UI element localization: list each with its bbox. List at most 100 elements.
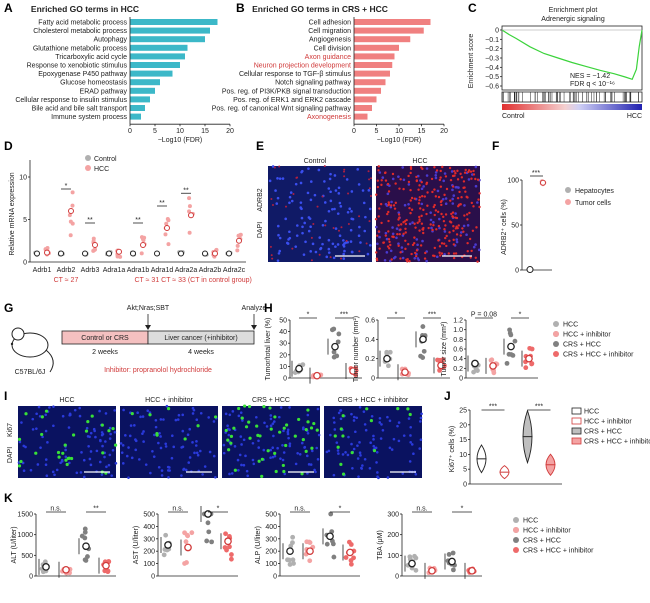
panel-i-nucleus (194, 444, 198, 447)
panel-e-hcc-signal (377, 165, 380, 168)
panel-i-nucleus (142, 440, 145, 443)
panel-i-nucleus (350, 412, 353, 416)
panel-i-nucleus (231, 410, 235, 413)
panel-k-legend-marker (513, 547, 519, 553)
panel-a-term: Cholesterol metabolic process (33, 28, 127, 35)
panel-b-bar (354, 96, 377, 103)
panel-a-bar (130, 79, 160, 86)
panel-e-hcc-signal (452, 256, 456, 260)
panel-i-nucleus (269, 456, 272, 459)
panel-e-hcc-signal (459, 203, 462, 206)
panel-i-nucleus (377, 476, 380, 480)
panel-i-nucleus (52, 424, 55, 428)
panel-d-control-mean (154, 250, 160, 257)
panel-i-nucleus (94, 435, 97, 439)
panel-e-control-nucleus (309, 180, 313, 183)
panel-i-nucleus (353, 415, 356, 419)
panel-h-legend-label: CRS + HCC (563, 342, 601, 349)
panel-e-hcc-signal (397, 224, 400, 227)
panel-label-b: B (236, 1, 245, 15)
panel-d-sig: ** (183, 187, 189, 194)
panel-i-nucleus (167, 475, 170, 479)
panel-d-hcc-point (45, 245, 50, 250)
panel-e-control-nucleus (321, 242, 324, 246)
panel-i-nucleus (129, 424, 133, 427)
panel-i-nucleus (105, 465, 108, 469)
panel-i-nucleus (396, 424, 399, 428)
panel-h-legend-marker (553, 341, 559, 347)
panel-e-hcc-nucleus (455, 185, 458, 189)
panel-i-nucleus (214, 475, 217, 479)
panel-i-nucleus (245, 469, 249, 473)
panel-f-legend-hep (565, 187, 571, 193)
panel-e-hcc-signal (417, 202, 421, 205)
panel-h-plot3-ytick-label: 0.8 (453, 337, 463, 344)
panel-i-nucleus (409, 434, 412, 437)
panel-i-ki67 (406, 407, 410, 411)
panel-k-plot3-mean (346, 548, 354, 557)
panel-e-hcc-nucleus (451, 202, 455, 205)
panel-h-plot3-ytick-label: 0.2 (453, 366, 463, 373)
panel-i-ki67 (273, 415, 277, 419)
panel-i-ki67 (24, 412, 28, 416)
panel-d-hcc-point (235, 243, 240, 248)
panel-e-hcc-signal (415, 175, 418, 179)
panel-e-control-signal (368, 178, 371, 181)
panel-e-control-nucleus (276, 224, 280, 228)
panel-i-nucleus (226, 424, 229, 428)
panel-i-ki67 (244, 425, 249, 429)
panel-b-term: Pos. reg. of canonical Wnt signaling pat… (212, 106, 352, 113)
panel-e-hcc-nucleus (395, 227, 399, 230)
panel-k-plot1-mean (102, 561, 110, 570)
panel-e-hcc-signal (449, 199, 452, 202)
panel-i-nucleus (148, 411, 152, 414)
panel-e-hcc-nucleus (413, 256, 417, 260)
panel-k-plot3-mean (286, 547, 294, 556)
panel-e-control-nucleus (362, 201, 366, 205)
panel-k-plot3-point (330, 541, 336, 547)
panel-e-hcc-nucleus (443, 172, 447, 175)
panel-i-nucleus (255, 415, 258, 419)
panel-i-nucleus (35, 427, 38, 430)
panel-i-nucleus (341, 453, 345, 456)
panel-i-nucleus (203, 465, 207, 468)
panel-e-hcc-signal (418, 218, 421, 221)
panel-e-hcc-nucleus (434, 176, 438, 180)
panel-i-nucleus (412, 452, 415, 456)
panel-e-hcc-nucleus (389, 249, 393, 253)
panel-e-hcc-nucleus (408, 222, 412, 226)
panel-k-legend-marker (513, 527, 519, 533)
panel-d-hcc-mean (44, 249, 50, 256)
panel-i-ki67 (19, 459, 23, 464)
panel-b-bar (354, 44, 399, 51)
panel-i-nucleus (410, 443, 414, 446)
panel-j-ylabel: Ki67⁺ cells (%) (449, 426, 456, 472)
panel-i-ki67 (396, 407, 400, 411)
panel-j-sig: *** (535, 404, 543, 411)
panel-i-nucleus (46, 441, 49, 444)
panel-e-control-nucleus (317, 168, 321, 172)
panel-h-plot2-point (386, 363, 391, 369)
panel-k-plot4-ytick-label: 100 (387, 553, 399, 560)
panel-e-hcc-signal (452, 238, 455, 242)
panel-d-hcc-mean (92, 242, 98, 248)
panel-e-control-signal (343, 170, 346, 173)
panel-e-control-nucleus (342, 257, 346, 260)
panel-g-mouse-ear (11, 327, 25, 341)
panel-e-hcc-signal (398, 187, 401, 190)
panel-a-term: ERAD pathway (80, 88, 128, 95)
panel-h-legend-label: HCC (563, 322, 578, 329)
panel-i-ki67 (248, 436, 252, 440)
panel-e-hcc-signal (387, 203, 390, 207)
panel-i-nucleus (101, 444, 104, 448)
panel-i-nucleus (68, 412, 72, 416)
panel-i-ki67 (301, 438, 305, 442)
panel-e-control-nucleus (306, 191, 310, 195)
panel-e-hcc-signal (449, 221, 453, 224)
panel-d-gene-label: Adra2c (223, 267, 246, 274)
panel-k-plot4-point (413, 567, 419, 573)
panel-e-hcc-nucleus (391, 232, 395, 236)
panel-e-control-nucleus (325, 255, 329, 259)
panel-label-k: K (4, 491, 13, 505)
panel-i-nucleus (409, 440, 412, 444)
